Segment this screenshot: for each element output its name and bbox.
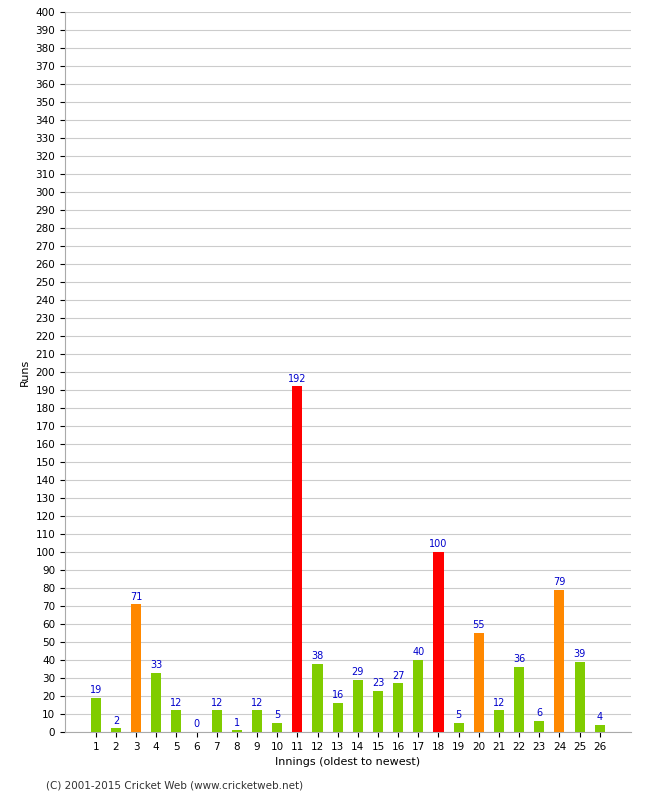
Text: 71: 71 [130,591,142,602]
Text: 55: 55 [473,620,485,630]
Text: 5: 5 [456,710,462,720]
Text: 12: 12 [251,698,263,708]
Text: 39: 39 [573,649,586,659]
Text: 38: 38 [311,651,324,661]
Bar [313,664,322,732]
Text: 36: 36 [513,654,525,665]
Text: 33: 33 [150,660,162,670]
Text: 12: 12 [493,698,505,708]
Bar [454,723,463,732]
Text: 6: 6 [536,709,542,718]
Bar [272,723,282,732]
Text: 29: 29 [352,667,364,677]
Text: 100: 100 [429,539,448,550]
Bar [151,673,161,732]
Bar [252,710,262,732]
Text: 5: 5 [274,710,280,720]
Y-axis label: Runs: Runs [20,358,30,386]
Text: 192: 192 [288,374,307,384]
Text: 1: 1 [234,718,240,727]
Text: 79: 79 [553,577,566,587]
Bar [554,590,564,732]
Bar [575,662,584,732]
Bar [292,386,302,732]
Bar [474,633,484,732]
Text: 27: 27 [392,670,404,681]
Bar [534,722,544,732]
Bar [494,710,504,732]
Bar [111,729,121,732]
Bar [353,680,363,732]
Text: 2: 2 [113,716,119,726]
Text: 19: 19 [90,685,102,695]
Text: 0: 0 [194,719,200,730]
Text: 23: 23 [372,678,384,688]
Text: (C) 2001-2015 Cricket Web (www.cricketweb.net): (C) 2001-2015 Cricket Web (www.cricketwe… [46,781,303,790]
Bar [373,690,383,732]
Bar [413,660,423,732]
Bar [595,725,604,732]
Text: 12: 12 [170,698,183,708]
Bar [91,698,101,732]
Bar [333,703,343,732]
Bar [434,552,443,732]
Bar [212,710,222,732]
Bar [172,710,181,732]
Bar [131,604,141,732]
Bar [232,730,242,732]
X-axis label: Innings (oldest to newest): Innings (oldest to newest) [275,758,421,767]
Bar [393,683,403,732]
Text: 4: 4 [597,712,603,722]
Text: 12: 12 [211,698,223,708]
Text: 40: 40 [412,647,424,658]
Bar [514,667,524,732]
Text: 16: 16 [332,690,344,701]
